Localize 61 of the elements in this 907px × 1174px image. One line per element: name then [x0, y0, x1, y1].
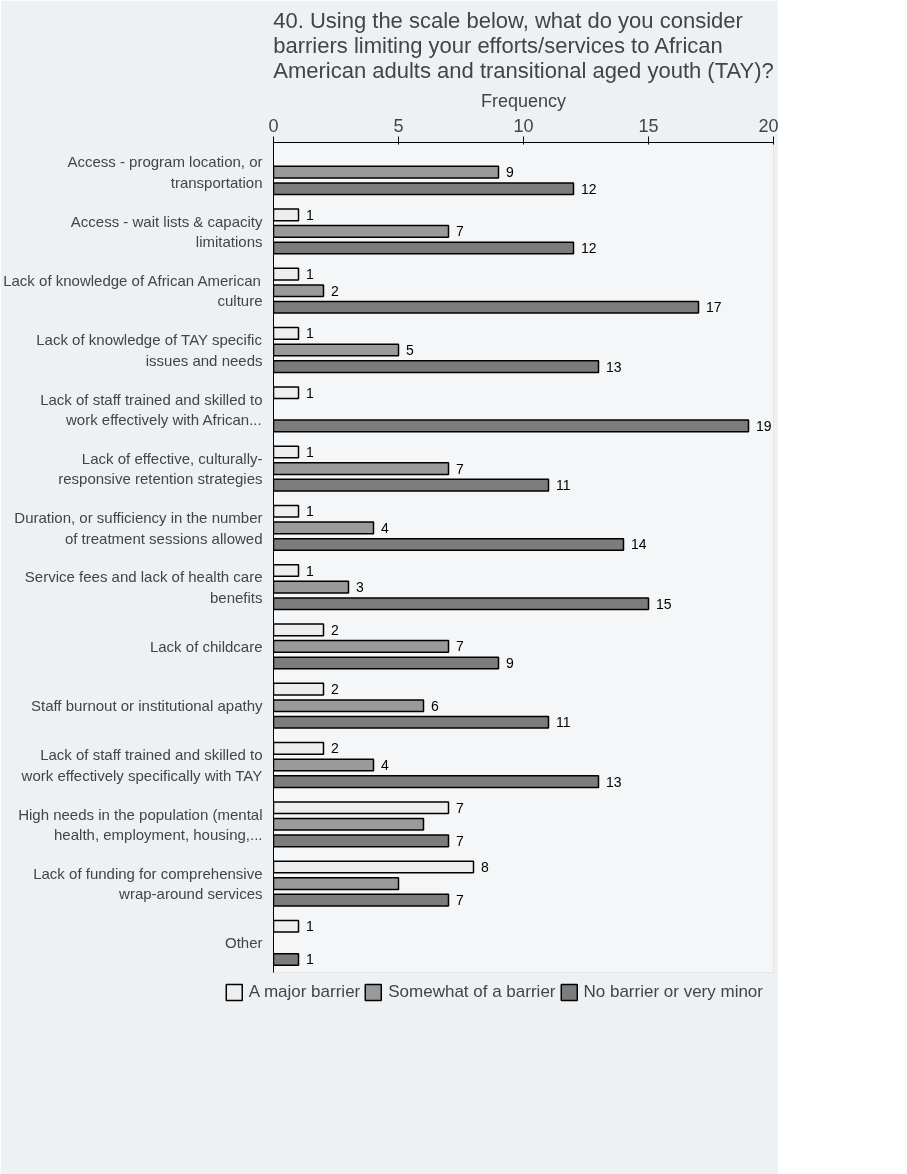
data-label: 15 — [656, 595, 672, 612]
data-label: 2 — [331, 681, 339, 698]
data-label: 1 — [306, 384, 314, 401]
data-label: 1 — [306, 503, 314, 520]
y-tick-label: Lack of knowledge of African American culture — [3, 272, 263, 310]
data-label: 17 — [706, 299, 722, 316]
x-tick-label: 0 — [268, 115, 279, 136]
data-label: 12 — [581, 180, 597, 197]
data-label: 1 — [306, 951, 314, 968]
data-label: 5 — [406, 342, 414, 358]
x-tick-label: 15 — [638, 115, 659, 136]
data-label: 7 — [456, 638, 464, 655]
y-tick-label: Lack of staff trained and skilled to work effectively specifically with TAY — [20, 746, 263, 784]
y-tick-label: Access - wait lists & capacity limitations — [70, 212, 263, 251]
data-label: 14 — [631, 536, 647, 553]
y-tick-label: Lack of effective, culturally-responsive retention strategies — [58, 449, 263, 488]
data-label: 13 — [606, 773, 622, 790]
y-tick-label: Lack of staff trained and skilled to work effectively with African... — [40, 390, 263, 428]
data-label: 19 — [756, 417, 772, 434]
data-label: 2 — [331, 282, 339, 299]
data-label: 9 — [506, 655, 514, 672]
x-tick-label: 10 — [513, 115, 534, 136]
y-tick-label: High needs in the population (mental health, employment, housing,... — [18, 805, 263, 843]
data-label: 7 — [456, 223, 464, 240]
y-tick-label: Duration, or sufficiency in the number of treatment sessions allowed — [14, 509, 263, 547]
data-label: 4 — [381, 519, 389, 536]
y-tick-label: Other — [224, 934, 263, 952]
legend-label: A major barrier — [248, 982, 361, 1002]
data-label: 3 — [356, 579, 364, 596]
data-label: 9 — [506, 164, 514, 181]
data-label: 7 — [456, 892, 464, 909]
y-tick-label: Access - program location, or transportation — [67, 153, 263, 191]
data-label: 13 — [606, 358, 622, 375]
x-tick-label: 20 — [758, 115, 779, 136]
x-tick-label: 5 — [393, 115, 404, 136]
chart-title: 40. Using the scale below, what do you consider barriers limiting your efforts/services to African American adults and transitional aged youth (TAY)? — [273, 7, 774, 83]
data-label: 11 — [556, 714, 571, 731]
y-tick-label: Lack of funding for comprehensive wrap-around services — [33, 864, 263, 903]
data-label: 2 — [331, 621, 339, 638]
data-label: 7 — [456, 460, 464, 477]
x-axis-title: Frequency — [480, 90, 567, 111]
legend-label: Somewhat of a barrier — [388, 982, 556, 1002]
data-label: 11 — [556, 477, 571, 494]
y-tick-label: Service fees and lack of health care benefits — [24, 568, 263, 606]
y-tick-label: Lack of childcare — [149, 637, 263, 655]
data-label: 1 — [306, 562, 314, 579]
data-label: 2 — [331, 740, 339, 757]
data-label: 7 — [456, 799, 464, 816]
data-label: 1 — [306, 918, 314, 935]
data-label: 7 — [456, 832, 464, 849]
data-label: 1 — [306, 325, 314, 342]
data-label: 1 — [306, 443, 314, 460]
data-label: 1 — [306, 206, 314, 223]
data-label: 8 — [481, 858, 489, 875]
y-tick-label: Lack of knowledge of TAY specific issues and needs — [36, 331, 263, 369]
legend-label: No barrier or very minor — [583, 982, 763, 1002]
data-label: 6 — [431, 697, 439, 714]
data-label: 4 — [381, 757, 389, 773]
data-label: 1 — [306, 266, 314, 283]
data-label: 12 — [581, 240, 597, 257]
y-tick-label: Staff burnout or institutional apathy — [30, 697, 263, 715]
